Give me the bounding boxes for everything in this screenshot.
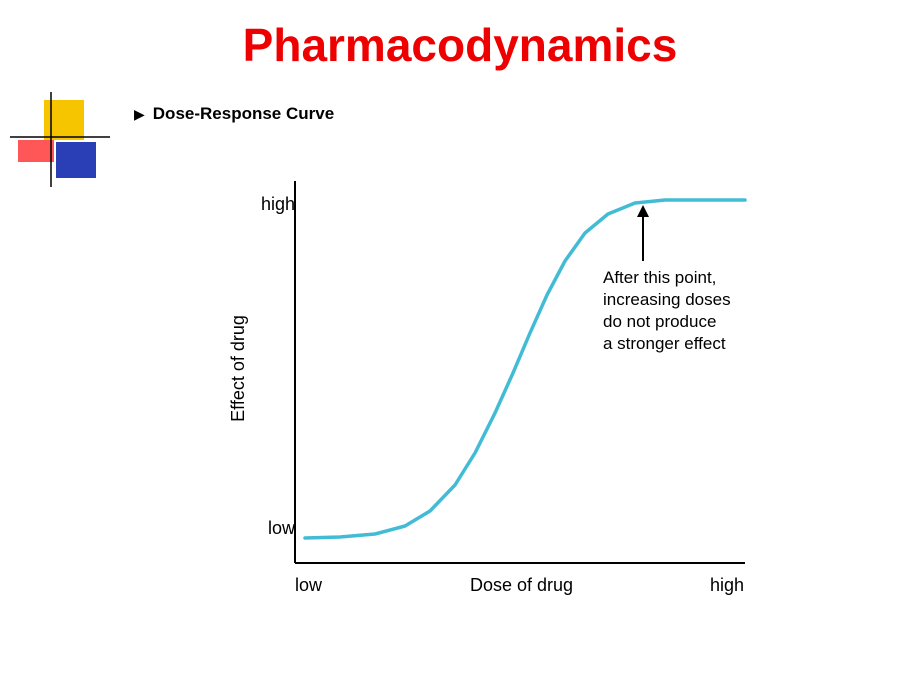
bullet-icon: ▶ bbox=[134, 106, 145, 123]
annotation-arrowhead bbox=[637, 205, 649, 217]
dose-response-chart: high low Effect of drug low Dose of drug… bbox=[245, 178, 805, 608]
y-high-label: high bbox=[261, 194, 295, 215]
x-low-label: low bbox=[295, 575, 322, 596]
y-axis-title: Effect of drug bbox=[228, 315, 249, 422]
plateau-annotation: After this point,increasing dosesdo not … bbox=[603, 267, 731, 355]
subtitle-row: ▶ Dose-Response Curve bbox=[134, 104, 334, 124]
y-low-label: low bbox=[268, 518, 295, 539]
slide-title: Pharmacodynamics bbox=[0, 18, 920, 72]
subtitle-text: Dose-Response Curve bbox=[153, 104, 334, 124]
response-curve bbox=[305, 200, 745, 538]
x-high-label: high bbox=[710, 575, 744, 596]
x-axis-title: Dose of drug bbox=[470, 575, 573, 596]
slide-decoration bbox=[10, 92, 120, 202]
